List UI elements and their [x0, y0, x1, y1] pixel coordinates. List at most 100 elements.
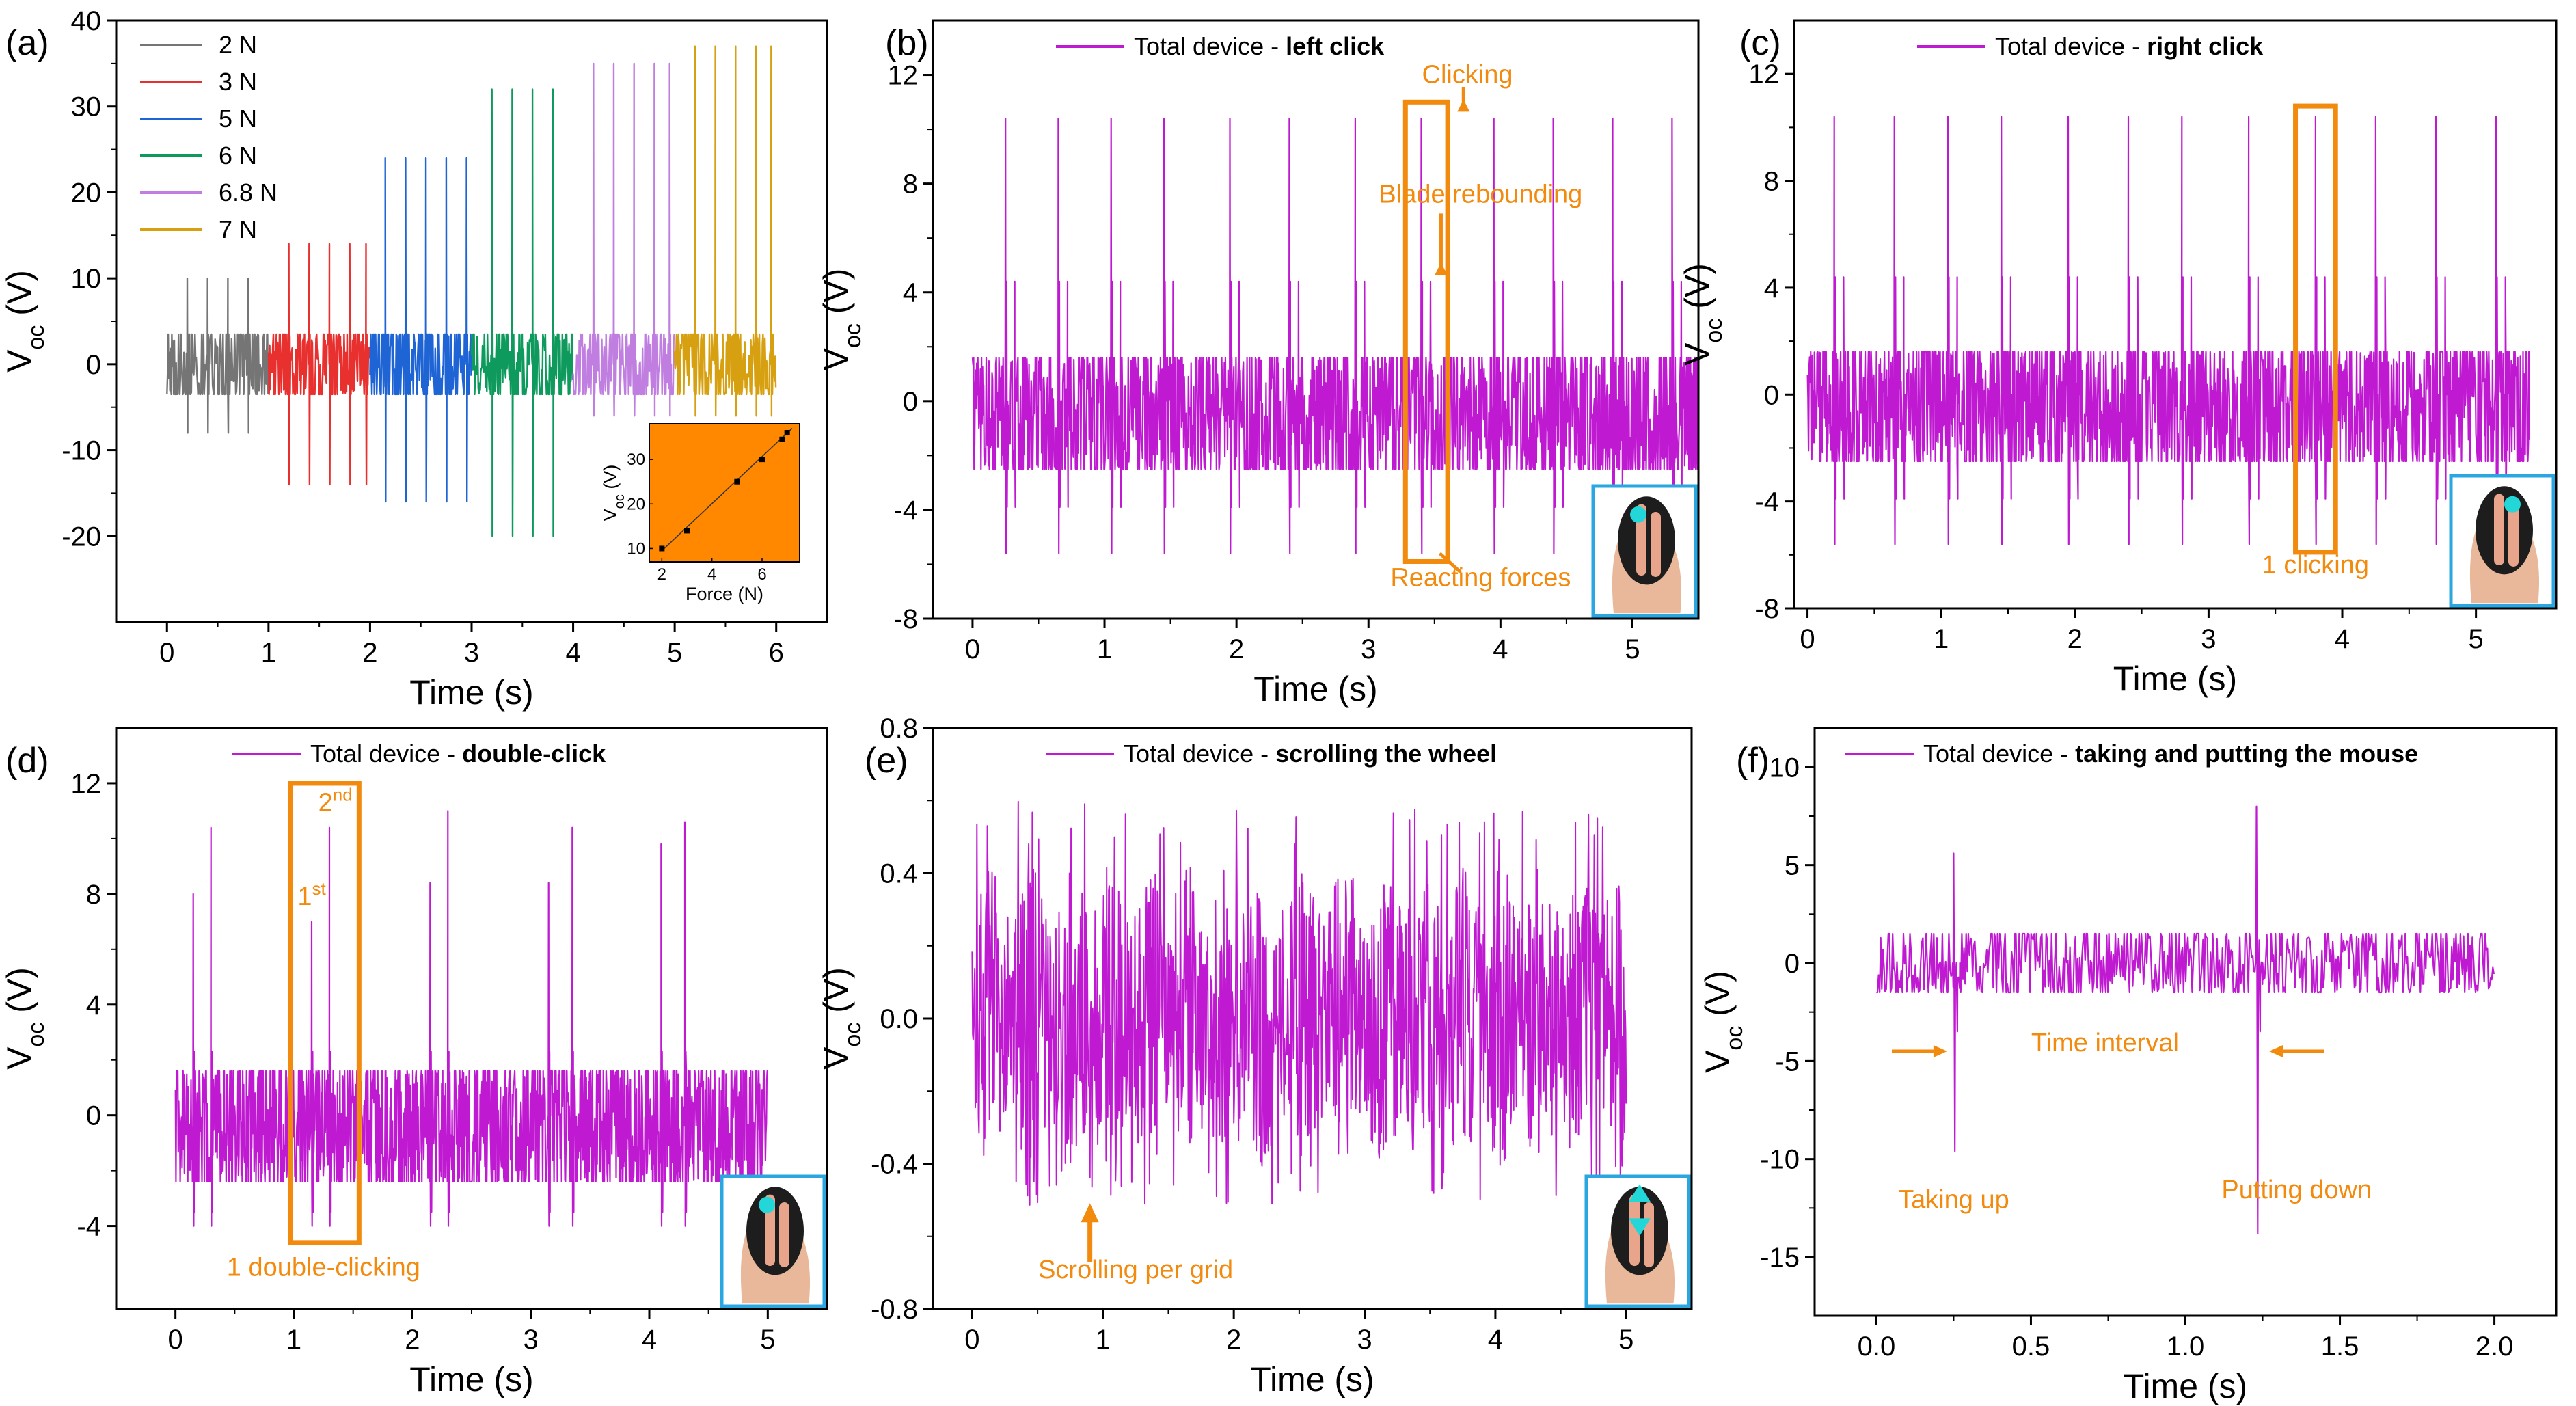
panel-f: 0.0 0.5 1.0 1.5 2.0 -15 -10 -5 0 5 10 Time (s) Voc (… [1698, 727, 2558, 1405]
y-tick-label: -0.8 [871, 1295, 918, 1325]
y-tick-label: 0.8 [880, 714, 918, 744]
x-tick-label: 1.0 [2167, 1331, 2205, 1362]
inset-x-tick-label: 4 [707, 565, 716, 584]
inset-x-tick-label: 6 [757, 565, 766, 584]
y-axis-title-unit: (V) [817, 269, 855, 324]
y-tick-label: 30 [71, 92, 102, 122]
legend-label-prefix: Total device - [1923, 740, 2075, 768]
y-tick-label: -0.4 [871, 1150, 918, 1180]
inset-y-axis-title-subscript: oc [612, 494, 627, 509]
annotation-main: Putting down [2221, 1176, 2372, 1204]
inset-y-tick-label: 10 [627, 539, 645, 558]
mouse-scroll-icon [1584, 1174, 1691, 1308]
x-tick-label: 0 [1800, 624, 1815, 654]
x-tick-label: 4 [642, 1325, 657, 1355]
x-tick-label: 3 [1361, 634, 1376, 664]
y-axis-title: Voc (V) [1678, 263, 1727, 366]
y-tick-label: -10 [1760, 1145, 1800, 1175]
inset-y-axis-title-unit: (V) [600, 465, 621, 495]
finger [1644, 1202, 1654, 1267]
y-tick-label: -20 [62, 522, 101, 552]
plot-frame [1813, 727, 2558, 1317]
annotation-text: 1 clicking [2262, 551, 2369, 580]
rebounding-arrow-head [1435, 262, 1448, 275]
annotation-text: Putting down [2221, 1176, 2372, 1204]
series-line [673, 45, 777, 417]
click-highlight [1630, 506, 1646, 523]
y-axis-title-unit: (V) [1678, 263, 1716, 319]
annotation-main: Reacting forces [1390, 563, 1571, 592]
y-tick-label: 20 [71, 178, 102, 208]
x-tick-label: 1 [1097, 634, 1112, 664]
y-axis-title: Voc (V) [817, 967, 866, 1070]
inset-y-tick-label: 30 [627, 450, 645, 469]
y-tick-label: 10 [71, 264, 102, 294]
annotation-main: 1 [297, 882, 312, 911]
x-tick-label: 2.0 [2476, 1331, 2514, 1362]
panel-label: (a) [5, 23, 49, 63]
x-axis-title: Time (s) [409, 673, 533, 712]
y-axis-title: Voc (V) [817, 269, 866, 371]
legend-label: 6.8 N [219, 178, 277, 206]
legend-label-prefix: Total device - [1134, 32, 1286, 60]
x-tick-label: 4 [2335, 624, 2350, 654]
finger [1651, 512, 1661, 577]
plot-frame [1793, 19, 2558, 610]
annotation-main: Time interval [2031, 1029, 2179, 1057]
x-tick-label: 3 [464, 638, 479, 668]
inset-point [784, 430, 790, 436]
x-tick-label: 0 [159, 638, 174, 668]
voltage-trace [1806, 116, 2530, 545]
y-tick-label: 0 [86, 1101, 101, 1131]
x-axis-title: Time (s) [1253, 670, 1377, 708]
y-tick-label: 12 [1749, 59, 1780, 90]
scroll-arrow-head [1081, 1203, 1099, 1223]
series-line [572, 62, 675, 417]
panel-label: (d) [5, 741, 49, 781]
annotation-text: Reacting forces [1390, 563, 1571, 592]
voltage-trace [971, 800, 1627, 1206]
x-tick-label: 3 [524, 1325, 539, 1355]
inset-point [684, 528, 690, 534]
legend-label-bold: double-click [462, 740, 606, 768]
x-tick-label: 4 [565, 638, 580, 668]
highlight-box [288, 781, 362, 1245]
x-tick-label: 6 [769, 638, 784, 668]
annotation-superscript: nd [333, 784, 353, 805]
y-tick-label: -10 [62, 436, 101, 466]
x-axis-title: Time (s) [2113, 660, 2237, 698]
x-tick-label: 0.5 [2012, 1331, 2050, 1362]
y-axis-title-main: V [1678, 342, 1716, 366]
y-tick-label: 0.0 [880, 1004, 918, 1034]
x-tick-label: 5 [1618, 1325, 1633, 1355]
series-line [166, 277, 269, 434]
x-tick-label: 4 [1488, 1325, 1503, 1355]
annotation-text: 1st [297, 878, 326, 911]
y-tick-label: 4 [1764, 273, 1779, 303]
x-axis-title: Time (s) [1250, 1360, 1374, 1398]
y-tick-label: -15 [1760, 1243, 1800, 1273]
inset-x-axis-title: Force (N) [686, 584, 763, 604]
x-tick-label: 5 [1625, 634, 1640, 664]
x-tick-label: 2 [1226, 1325, 1241, 1355]
panel-e: 0 1 2 3 4 5 -0.8 -0.4 0.0 0.4 0.8 Time (s) Voc (V) (e… [817, 714, 1693, 1398]
x-tick-label: 2 [362, 638, 377, 668]
x-tick-label: 5 [667, 638, 682, 668]
legend-label-bold: right click [2147, 32, 2264, 60]
y-tick-label: 0 [1764, 380, 1779, 410]
y-axis-title-main: V [817, 347, 855, 370]
x-tick-label: 4 [1493, 634, 1508, 664]
legend-label: Total device - taking and putting the mo… [1923, 740, 2418, 768]
annotation-text: 2nd [318, 784, 353, 817]
legend-label: Total device - scrolling the wheel [1124, 740, 1497, 768]
x-axis-title: Time (s) [2124, 1367, 2247, 1405]
y-tick-label: 4 [903, 278, 918, 308]
reacting-arrow [1438, 552, 1463, 574]
x-tick-label: 0.0 [1858, 1331, 1896, 1362]
x-tick-label: 1 [286, 1325, 301, 1355]
legend-label-prefix: Total device - [310, 740, 462, 768]
series-line [470, 88, 574, 537]
y-axis-title-subscript: oc [1722, 1026, 1748, 1051]
